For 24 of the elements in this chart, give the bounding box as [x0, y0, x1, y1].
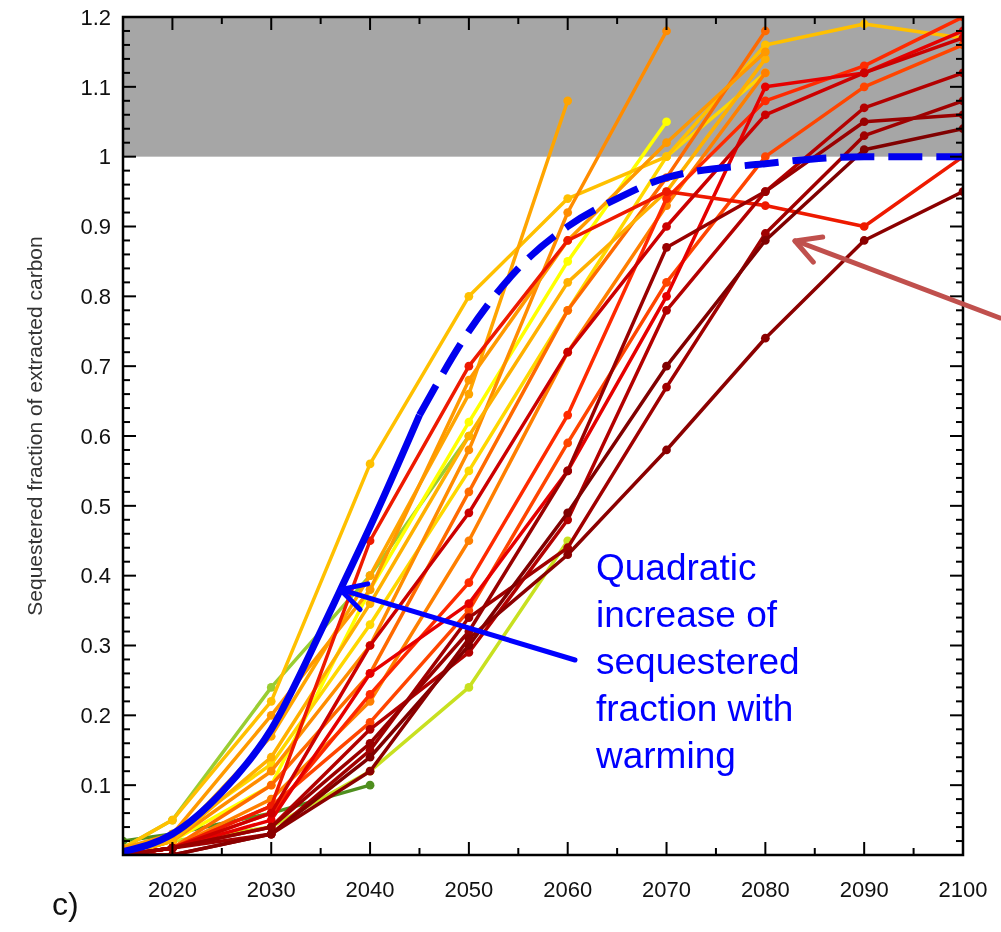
y-tick-label: 0.2 [80, 703, 111, 729]
y-tick-label: 0.4 [80, 563, 111, 589]
y-axis-title: Sequestered fraction of extracted carbon [23, 236, 46, 616]
x-tick-label: 2030 [246, 877, 296, 902]
y-tick-label: 0.1 [80, 772, 111, 798]
x-tick-label: 2050 [444, 877, 494, 902]
y-tick-label: 1 [98, 144, 111, 170]
text: c) [52, 886, 79, 922]
y-tick-label: 0.5 [80, 493, 111, 519]
y-tick-label: 0.7 [80, 353, 111, 379]
annotation: Quadratic increase of sequestered fraction with warming [595, 547, 800, 776]
x-tick-label: 2040 [345, 877, 395, 902]
x-tick-label: 2100 [938, 877, 988, 902]
x-tick-label: 2060 [543, 877, 593, 902]
y-tick-label: 0.3 [80, 633, 111, 659]
y-tick-label: 1.1 [80, 74, 111, 100]
x-tick-label: 2090 [839, 877, 889, 902]
x-tick-label: 2020 [147, 877, 197, 902]
y-tick-label: 0.9 [80, 214, 111, 240]
y-tick-label: 0.6 [80, 423, 111, 449]
x-tick-label: 2070 [642, 877, 692, 902]
x-tick-label: 2080 [740, 877, 790, 902]
y-tick-label: 0.8 [80, 284, 111, 310]
y-tick-label: 1.2 [80, 4, 111, 30]
